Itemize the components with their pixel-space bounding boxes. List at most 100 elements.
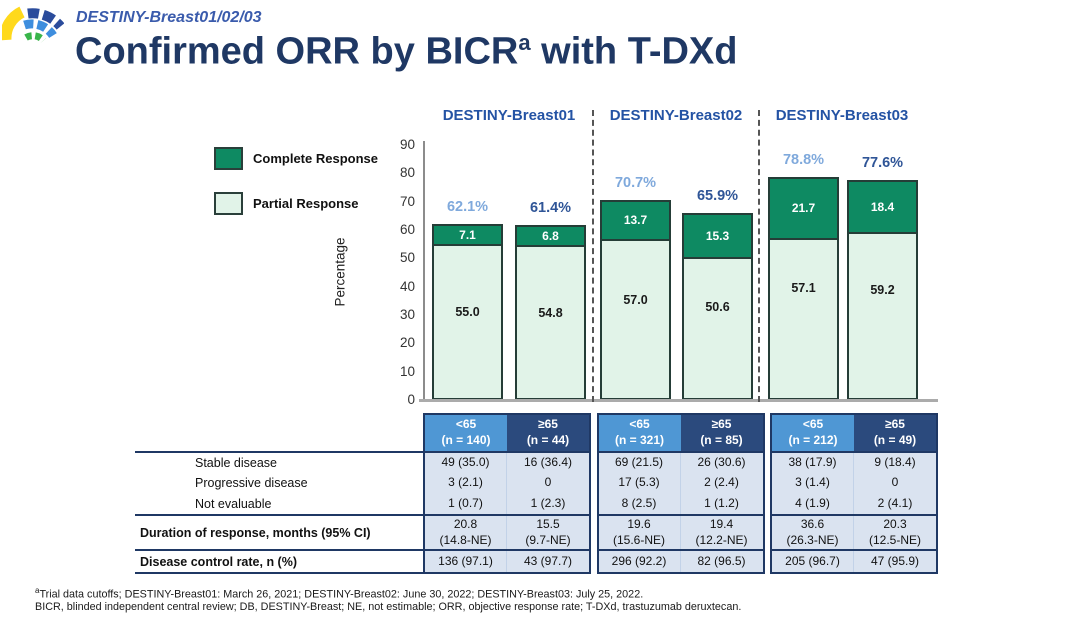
stacked-bar: 21.7 57.1 (768, 176, 839, 400)
table-row-label: Not evaluable (195, 496, 272, 511)
bar-value-complete-response: 15.3 (705, 228, 730, 243)
program-label: DESTINY-Breast01/02/03 (76, 9, 262, 26)
stacked-bar: 7.1 55.0 (432, 224, 503, 400)
title-text: Confirmed ORR by BICR (75, 30, 519, 73)
table-cell: 3 (2.1) (425, 472, 507, 493)
table-group: 3 (2.1) 0 (423, 472, 591, 493)
y-axis-line (423, 141, 425, 402)
table-cell: 20.3 (12.5-NE) (854, 516, 936, 549)
table-cell: 16 (36.4) (507, 453, 589, 472)
table-cell: 19.4 (12.2-NE) (680, 516, 763, 549)
bar-value-complete-response: 13.7 (623, 213, 648, 228)
table-cell: 1 (2.3) (507, 493, 589, 514)
bar-value-complete-response: 6.8 (542, 229, 559, 244)
orr-percentage-label: 77.6% (861, 155, 904, 172)
table-row-label (135, 413, 423, 451)
table-group: <65 (n = 140) ≥65 (n = 44) (423, 413, 591, 451)
table-header-cell: ≥65 (n = 44) (507, 415, 589, 451)
table-cell: 0 (854, 472, 936, 493)
table-group: 20.8 (14.8-NE) 15.5 (9.7-NE) (423, 514, 591, 549)
results-table: <65 (n = 140) ≥65 (n = 44) <65 (n = 321) ≥6… (135, 413, 938, 574)
table-row: Disease control rate, n (%) 136 (97.1) 43 … (135, 549, 938, 574)
table-row-label: Disease control rate, n (%) (135, 549, 423, 574)
table-row-label: Stable disease (135, 451, 423, 472)
footnote-line-2: BICR, blinded independent central review… (35, 601, 741, 613)
legend-label-complete-response: Complete Response (253, 151, 378, 166)
logo-lightblue-arc (23, 19, 57, 39)
table-cell: 19.6 (15.6-NE) (598, 516, 681, 549)
trial-group-title: DESTINY-Breast02 (609, 107, 743, 124)
legend-swatch-partial-response (214, 192, 243, 215)
table-group: 4 (1.9) 2 (4.1) (770, 493, 938, 514)
table-cell: 47 (95.9) (854, 551, 936, 572)
table-cell: 8 (2.5) (598, 493, 681, 514)
table-cell: 136 (97.1) (425, 551, 507, 572)
y-axis-tick-label: 60 (399, 222, 415, 237)
table-header-cell: <65 (n = 140) (425, 415, 507, 451)
footnote-line-1: aTrial data cutoffs; DESTINY-Breast01: M… (35, 586, 643, 601)
table-group: 17 (5.3) 2 (2.4) (596, 472, 765, 493)
table-cell: 15.5 (9.7-NE) (507, 516, 589, 549)
legend-item-complete-response: Complete Response (214, 147, 378, 170)
table-cell: 17 (5.3) (598, 472, 681, 493)
bar-value-partial-response: 59.2 (870, 283, 895, 298)
table-group: <65 (n = 321) ≥65 (n = 85) (596, 413, 765, 451)
orr-percentage-label: 62.1% (446, 199, 489, 216)
logo-green-arc (24, 32, 47, 44)
legend-label-partial-response: Partial Response (253, 196, 359, 211)
table-group: 49 (35.0) 16 (36.4) (423, 451, 591, 472)
stacked-bar: 18.4 59.2 (847, 180, 918, 400)
table-group: <65 (n = 212) ≥65 (n = 49) (770, 413, 938, 451)
table-header-cell: ≥65 (n = 85) (680, 415, 763, 451)
table-row: <65 (n = 140) ≥65 (n = 44) <65 (n = 321) ≥6… (135, 413, 938, 451)
bar-value-partial-response: 54.8 (538, 305, 563, 320)
stacked-bar: 15.3 50.6 (682, 213, 753, 400)
brand-logo (2, 6, 64, 44)
orr-percentage-label: 78.8% (782, 151, 825, 168)
table-group: 36.6 (26.3-NE) 20.3 (12.5-NE) (770, 514, 938, 549)
table-group: 69 (21.5) 26 (30.6) (596, 451, 765, 472)
stacked-bar: 6.8 54.8 (515, 225, 586, 400)
table-row: Stable disease 49 (35.0) 16 (36.4) 69 (21.5… (135, 451, 938, 472)
table-cell: 1 (0.7) (425, 493, 507, 514)
bar-segment-complete-response: 21.7 (770, 178, 837, 241)
bar-segment-complete-response: 15.3 (684, 215, 751, 259)
table-group: 3 (1.4) 0 (770, 472, 938, 493)
table-row-label: Progressive disease (195, 475, 308, 490)
trial-group-title: DESTINY-Breast03 (775, 107, 909, 124)
table-group: 205 (96.7) 47 (95.9) (770, 549, 938, 574)
footnote-superscript: a (35, 586, 40, 595)
table-group: 8 (2.5) 1 (1.2) (596, 493, 765, 514)
table-cell: 0 (507, 472, 589, 493)
legend-swatch-complete-response (214, 147, 243, 170)
table-row-label: Duration of response, months (95% CI) (135, 514, 423, 549)
bar-value-partial-response: 57.0 (623, 292, 648, 307)
y-axis-tick-label: 30 (399, 307, 415, 322)
legend-item-partial-response: Partial Response (214, 192, 359, 215)
bar-value-complete-response: 18.4 (870, 200, 895, 215)
bar-segment-complete-response: 13.7 (602, 201, 669, 241)
table-group: 296 (92.2) 82 (96.5) (596, 549, 765, 574)
table-group: 1 (0.7) 1 (2.3) (423, 493, 591, 514)
bar-value-complete-response: 21.7 (791, 201, 816, 216)
logo-yellow-arc (2, 6, 25, 41)
y-axis-tick-label: 70 (399, 193, 415, 209)
bar-value-complete-response: 7.1 (459, 228, 476, 243)
trial-separator-line (592, 110, 594, 402)
y-axis-tick-label: 80 (399, 165, 415, 181)
trial-separator-line (758, 110, 760, 402)
bar-value-partial-response: 50.6 (705, 299, 730, 314)
table-cell: 205 (96.7) (772, 551, 854, 572)
orr-percentage-label: 65.9% (696, 188, 739, 205)
footnote-text-2: BICR, blinded independent central review… (35, 601, 742, 613)
table-cell: 38 (17.9) (772, 453, 854, 472)
bar-segment-complete-response: 6.8 (517, 227, 584, 247)
table-group: 38 (17.9) 9 (18.4) (770, 451, 938, 472)
y-axis-tick-label: 20 (399, 335, 415, 351)
table-cell: 49 (35.0) (425, 453, 507, 472)
table-header-cell: <65 (n = 212) (772, 415, 854, 451)
table-cell: 296 (92.2) (598, 551, 681, 572)
bar-value-partial-response: 55.0 (455, 305, 480, 320)
y-axis-tick-label: 50 (399, 250, 415, 266)
